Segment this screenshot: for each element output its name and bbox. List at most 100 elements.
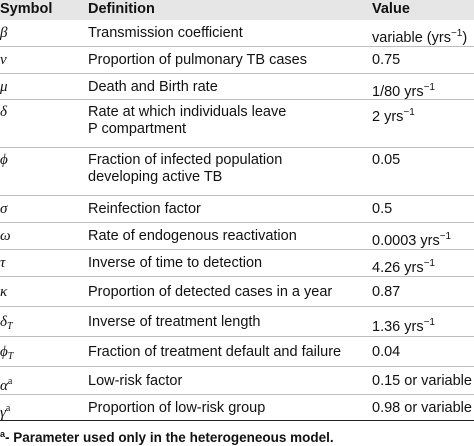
value-exponent: −1 bbox=[403, 107, 415, 118]
symbol-glyph: ϕ bbox=[0, 152, 8, 168]
definition-cell: Transmission coefficient bbox=[88, 25, 366, 42]
value-cell: 2 yrs−1 bbox=[372, 104, 415, 126]
symbol-glyph: α bbox=[0, 378, 8, 394]
symbol-cell: γa bbox=[0, 400, 10, 422]
table-footnote: a- Parameter used only in the heterogene… bbox=[0, 426, 334, 446]
definition-line: Inverse of treatment length bbox=[88, 314, 261, 330]
value-text: 0.04 bbox=[372, 344, 401, 360]
value-text: 0.75 bbox=[372, 52, 401, 68]
definition-cell: Rate of endogenous reactivation bbox=[88, 228, 366, 245]
value-text: 4.26 yrs bbox=[372, 260, 424, 276]
value-exponent: −1 bbox=[423, 317, 435, 328]
symbol-cell: ν bbox=[0, 52, 7, 69]
definition-line: Proportion of low-risk group bbox=[88, 400, 266, 416]
symbol-superscript: a bbox=[5, 403, 11, 414]
definition-cell: Rate at which individuals leave P compart… bbox=[88, 104, 366, 138]
symbol-superscript: a bbox=[7, 376, 13, 387]
definition-line: P compartment bbox=[88, 121, 187, 137]
value-tail: ) bbox=[462, 30, 468, 46]
symbol-glyph: β bbox=[0, 25, 8, 41]
definition-line: Transmission coefficient bbox=[88, 25, 243, 41]
definition-cell: Inverse of time to detection bbox=[88, 255, 366, 272]
value-cell: 0.0003 yrs−1 bbox=[372, 228, 451, 250]
value-text: 0.98 or variable bbox=[372, 400, 472, 416]
symbol-glyph: σ bbox=[0, 201, 8, 217]
table-row: μ Death and Birth rate 1/80 yrs−1 bbox=[0, 74, 474, 100]
value-exponent: −1 bbox=[423, 258, 435, 269]
value-text: 0.0003 yrs bbox=[372, 233, 440, 249]
table-row: κ Proportion of detected cases in a year 0… bbox=[0, 277, 474, 307]
footnote-mark: a bbox=[0, 429, 6, 439]
table-row: δ Rate at which individuals leave P compar… bbox=[0, 100, 474, 148]
value-exponent: −1 bbox=[450, 28, 463, 39]
value-cell: 0.05 bbox=[372, 152, 400, 169]
definition-line: Death and Birth rate bbox=[88, 79, 218, 95]
symbol-glyph: δ bbox=[0, 104, 7, 120]
table-row: ω Rate of endogenous reactivation 0.0003 y… bbox=[0, 223, 474, 250]
table-row: ϕT Fraction of treatment default and fail… bbox=[0, 337, 474, 367]
symbol-glyph: δ bbox=[0, 314, 7, 330]
symbol-cell: ϕT bbox=[0, 344, 13, 365]
symbol-glyph: τ bbox=[0, 255, 6, 271]
value-text: variable (yrs bbox=[372, 30, 451, 46]
symbol-cell: μ bbox=[0, 79, 8, 96]
value-cell: 0.5 bbox=[372, 201, 392, 218]
definition-cell: Proportion of pulmonary TB cases bbox=[88, 52, 366, 69]
value-cell: 0.75 bbox=[372, 52, 400, 69]
definition-cell: Fraction of treatment default and failur… bbox=[88, 344, 366, 361]
value-cell: 1/80 yrs−1 bbox=[372, 79, 435, 101]
definition-cell: Death and Birth rate bbox=[88, 79, 366, 96]
symbol-subscript: T bbox=[6, 321, 13, 332]
symbol-cell: ω bbox=[0, 228, 11, 245]
table-row: τ Inverse of time to detection 4.26 yrs−1 bbox=[0, 250, 474, 277]
definition-cell: Proportion of low-risk group bbox=[88, 400, 366, 417]
value-text: 0.05 bbox=[372, 152, 401, 168]
value-cell: 1.36 yrs−1 bbox=[372, 314, 435, 336]
definition-line: Low-risk factor bbox=[88, 373, 183, 389]
definition-cell: Fraction of infected population developin… bbox=[88, 152, 366, 186]
symbol-glyph: μ bbox=[0, 79, 8, 95]
value-exponent: −1 bbox=[439, 231, 452, 242]
definition-line: Rate at which individuals leave bbox=[88, 104, 287, 120]
definition-line: Proportion of detected cases in a year bbox=[88, 284, 333, 300]
value-cell: 0.04 bbox=[372, 344, 400, 361]
symbol-cell: σ bbox=[0, 201, 7, 218]
definition-cell: Inverse of treatment length bbox=[88, 314, 366, 331]
value-text: 0.15 or variable bbox=[372, 373, 472, 389]
value-text: 1.36 yrs bbox=[372, 319, 424, 335]
value-cell: 0.98 or variable bbox=[372, 400, 472, 417]
definition-line: Reinfection factor bbox=[88, 201, 201, 217]
footnote-text: - Parameter used only in the heterogeneo… bbox=[5, 430, 334, 445]
table-row: ϕ Fraction of infected population developi… bbox=[0, 148, 474, 196]
definition-cell: Low-risk factor bbox=[88, 373, 366, 390]
symbol-glyph: ω bbox=[0, 228, 11, 244]
value-cell: 4.26 yrs−1 bbox=[372, 255, 435, 277]
value-cell: 0.15 or variable bbox=[372, 373, 472, 390]
symbol-cell: ϕ bbox=[0, 152, 8, 169]
value-cell: 0.87 bbox=[372, 284, 400, 301]
definition-line: developing active TB bbox=[88, 169, 223, 185]
symbol-glyph: γ bbox=[0, 405, 6, 421]
parameter-table: Symbol Definition Value β Transmission co… bbox=[0, 0, 474, 421]
symbol-glyph: ν bbox=[0, 52, 7, 68]
table-header: Symbol Definition Value bbox=[0, 0, 474, 20]
symbol-cell: β bbox=[0, 25, 7, 42]
header-value: Value bbox=[372, 1, 410, 17]
definition-cell: Reinfection factor bbox=[88, 201, 366, 218]
definition-line: Proportion of pulmonary TB cases bbox=[88, 52, 307, 68]
definition-line: Rate of endogenous reactivation bbox=[88, 228, 297, 244]
definition-cell: Proportion of detected cases in a year bbox=[88, 284, 366, 301]
symbol-subscript: T bbox=[7, 351, 14, 362]
header-symbol: Symbol bbox=[0, 1, 53, 17]
symbol-cell: δ bbox=[0, 104, 7, 121]
symbol-cell: αa bbox=[0, 373, 12, 395]
value-text: 1/80 yrs bbox=[372, 84, 424, 100]
definition-line: Inverse of time to detection bbox=[88, 255, 263, 271]
value-text: 0.87 bbox=[372, 284, 401, 300]
table-row: γa Proportion of low-risk group 0.98 or va… bbox=[0, 395, 474, 421]
definition-line: Fraction of treatment default and failur… bbox=[88, 344, 342, 360]
table-row: αa Low-risk factor 0.15 or variable bbox=[0, 367, 474, 395]
value-text: 0.5 bbox=[372, 201, 393, 217]
symbol-cell: τ bbox=[0, 255, 5, 272]
table-row: σ Reinfection factor 0.5 bbox=[0, 196, 474, 223]
